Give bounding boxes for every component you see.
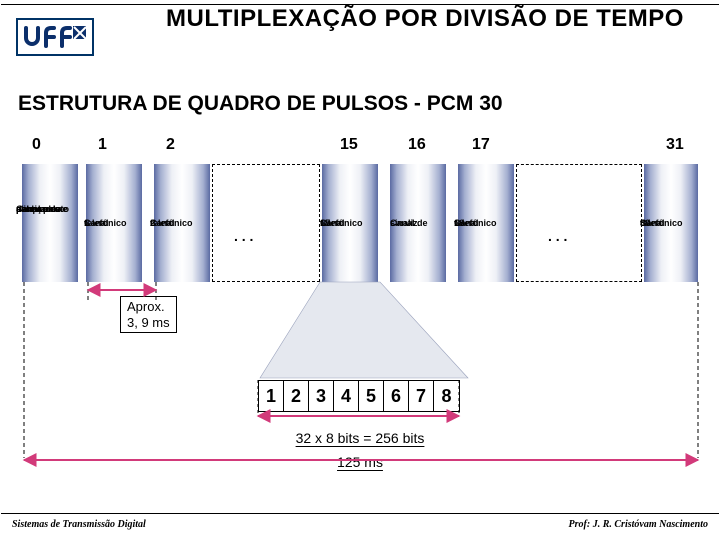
page-title: MULTIPLEXAÇÃO POR DIVISÃO DE TEMPO xyxy=(150,6,700,32)
aprox-duration-box: Aprox. 3, 9 ms xyxy=(120,296,177,333)
bit-cell: 5 xyxy=(359,381,384,411)
calc-frame-duration: 125 ms xyxy=(0,454,720,470)
slot-index-31: 31 xyxy=(666,136,684,154)
footer-rule xyxy=(1,513,719,514)
slot-index-2: 2 xyxy=(166,136,175,154)
slot-index-17: 17 xyxy=(472,136,490,154)
calc-bits: 32 x 8 bits = 256 bits xyxy=(0,430,720,446)
bit-cell: 6 xyxy=(384,381,409,411)
bit-cell: 7 xyxy=(409,381,434,411)
aprox-line2: 3, 9 ms xyxy=(127,315,170,331)
bit-cell: 4 xyxy=(334,381,359,411)
slot-index-0: 0 xyxy=(32,136,41,154)
uff-logo xyxy=(16,18,94,56)
section-title: ESTRUTURA DE QUADRO DE PULSOS - PCM 30 xyxy=(18,92,710,116)
slot-index-16: 16 xyxy=(408,136,426,154)
bit-cell: 1 xyxy=(259,381,284,411)
slot-labels: Canal parapalavra dealinhamentodo quadro… xyxy=(22,218,698,266)
aprox-line1: Aprox. xyxy=(127,299,170,315)
bit-cell: 8 xyxy=(434,381,459,411)
timeslot-indices: 0 1 2 15 16 17 31 xyxy=(22,136,698,162)
footer-right: Prof: J. R. Cristóvam Nascimento xyxy=(569,519,708,530)
bits-strip: 12345678 xyxy=(258,380,460,412)
footer-left: Sistemas de Transmissão Digital xyxy=(12,519,146,530)
bit-cell: 3 xyxy=(309,381,334,411)
bit-cell: 2 xyxy=(284,381,309,411)
slot-index-15: 15 xyxy=(340,136,358,154)
slot-index-1: 1 xyxy=(98,136,107,154)
